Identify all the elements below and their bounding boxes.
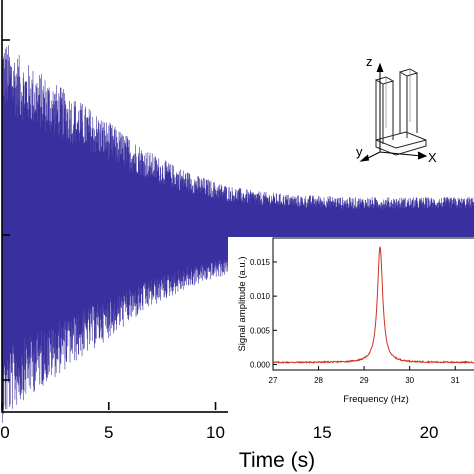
inset-x-axis-label: Frequency (Hz) (343, 394, 408, 405)
schematic-x-label: X (428, 150, 437, 165)
schematic-base (375, 139, 427, 156)
main-x-tick-label: 0 (0, 423, 9, 442)
schematic-right-prong (398, 68, 419, 138)
main-x-tick-label: 15 (313, 423, 332, 442)
spectrum-trace (272, 245, 474, 365)
inset-x-ticks: 27 28 29 30 31 (269, 366, 460, 385)
tuning-fork-schematic: z y X (356, 54, 437, 165)
inset-x-tick-label: 30 (405, 376, 414, 385)
inset-y-tick-label: 0.015 (250, 258, 271, 267)
inset-y-tick-label: 0.010 (250, 292, 271, 301)
main-x-axis-label: Time (s) (239, 449, 315, 472)
schematic-z-label: z (366, 54, 373, 69)
main-x-ticks: 0 5 10 15 20 (0, 402, 438, 442)
inset-plot-frame (272, 237, 474, 371)
schematic-left-prong (374, 76, 395, 144)
inset-y-ticks: 0.000 0.005 0.010 0.015 (250, 258, 277, 370)
inset-spectrum-plot: 0.000 0.005 0.010 0.015 27 28 29 30 31 Frequenc… (228, 237, 474, 420)
inset-y-tick-label: 0.000 (250, 361, 271, 370)
inset-x-tick-label: 31 (451, 376, 460, 385)
schematic-y-label: y (356, 144, 363, 159)
main-x-tick-label: 5 (104, 423, 113, 442)
inset-x-tick-label: 28 (314, 376, 323, 385)
inset-y-axis-label: Signal amplitude (a.u.) (237, 256, 248, 351)
main-y-ticks (2, 39, 10, 381)
decay-signal-trace (1, 45, 474, 423)
main-x-tick-label: 10 (206, 423, 225, 442)
inset-background (228, 237, 474, 420)
inset-y-tick-label: 0.005 (250, 326, 271, 335)
main-x-tick-label: 20 (420, 423, 439, 442)
inset-x-tick-label: 27 (269, 376, 278, 385)
schematic-axes (359, 62, 428, 162)
inset-x-tick-label: 29 (360, 376, 369, 385)
